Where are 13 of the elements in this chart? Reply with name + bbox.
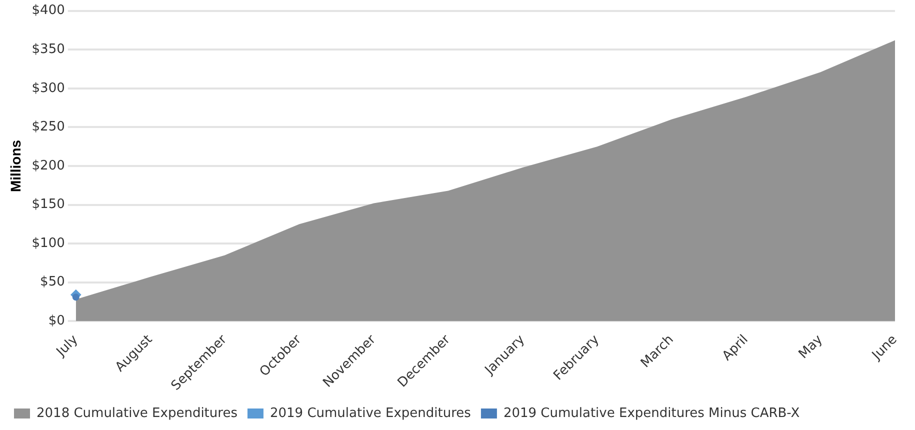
legend-label: 2019 Cumulative Expenditures Minus CARB-X <box>503 406 800 421</box>
y-tick-label: $400 <box>32 3 65 18</box>
y-tick-label: $150 <box>32 197 65 212</box>
y-tick-label: $350 <box>32 42 65 57</box>
legend-label: 2018 Cumulative Expenditures <box>36 406 238 421</box>
y-tick-label: $200 <box>32 158 65 174</box>
y-tick-label: $50 <box>40 274 65 290</box>
y-tick-label: $250 <box>32 120 65 135</box>
y-tick-label: $300 <box>32 80 65 96</box>
y-tick-label: $0 <box>48 314 65 329</box>
y-tick-label: $100 <box>32 236 65 251</box>
legend-label: 2019 Cumulative Expenditures <box>270 406 472 421</box>
y-axis-title: Millions <box>7 140 24 192</box>
